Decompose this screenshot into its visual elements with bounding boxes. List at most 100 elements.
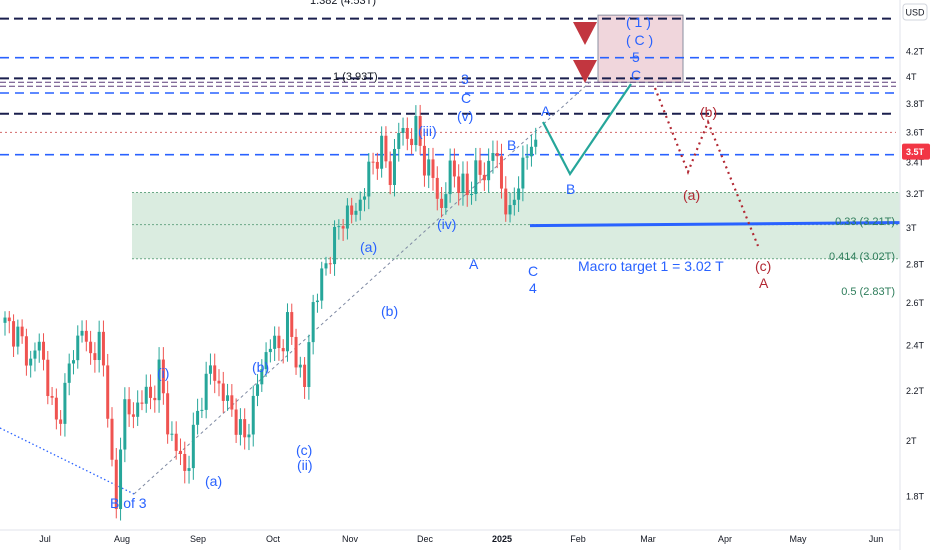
candle-body-114 [491, 153, 495, 161]
wave-label-20: ( C ) [626, 32, 653, 48]
y-tick-1: 1.8T [906, 491, 925, 501]
candle-body-37 [161, 359, 165, 394]
sell-marker-lower [573, 60, 597, 83]
wave-label-1: (a) [205, 473, 222, 489]
candle-body-0 [3, 317, 7, 323]
wave-label-13: A [469, 256, 479, 272]
candle-body-81 [350, 205, 354, 215]
candle-body-85 [367, 161, 371, 197]
candle-body-83 [358, 199, 362, 211]
projection-paths [542, 83, 760, 247]
candle-body-62 [268, 348, 272, 353]
candle-body-51 [221, 383, 225, 401]
candle-body-123 [529, 146, 533, 157]
candle-body-16 [71, 360, 75, 364]
candle-body-116 [499, 156, 503, 189]
candle-body-53 [230, 395, 234, 410]
wave-label-9: (iv) [437, 216, 456, 232]
candle-body-73 [315, 300, 319, 303]
current-price-label: 3.5T [906, 147, 925, 157]
fib-label-1: 0.414 (3.02T) [829, 251, 895, 263]
candle-body-4 [20, 326, 24, 337]
candle-body-76 [328, 263, 332, 265]
candle-body-48 [208, 365, 212, 374]
candle-body-20 [89, 341, 93, 354]
wave-label-0: B of 3 [110, 495, 147, 511]
candle-body-98 [422, 145, 426, 176]
candle-body-102 [440, 198, 444, 208]
candle-body-63 [273, 335, 277, 349]
candle-body-108 [465, 173, 469, 196]
candle-body-99 [427, 159, 431, 176]
candle-body-21 [93, 353, 97, 361]
candle-body-105 [452, 160, 456, 177]
x-tick-0: Jul [39, 534, 51, 544]
wave-label-18: B [566, 181, 575, 197]
x-tick-8: Mar [640, 534, 656, 544]
candle-body-40 [174, 433, 178, 451]
candle-body-78 [337, 226, 341, 228]
candle-body-35 [153, 397, 157, 401]
wave-label-15: C [528, 263, 538, 279]
y-tick-4: 2.4T [906, 340, 925, 350]
x-tick-11: Jun [869, 534, 884, 544]
target-box [597, 14, 684, 83]
candle-body-110 [474, 160, 478, 194]
x-tick-1: Aug [114, 534, 130, 544]
projection-red-path [653, 87, 760, 247]
candle-body-100 [431, 159, 435, 178]
candle-body-55 [238, 419, 242, 435]
candle-body-60 [260, 369, 264, 385]
candle-body-72 [311, 302, 315, 343]
candle-body-54 [234, 409, 238, 435]
x-tick-2: Sep [190, 534, 206, 544]
candle-body-101 [435, 177, 439, 199]
wave-label-11: 3 [461, 71, 469, 87]
fib-top-label-0: 1.382 (4.53T) [310, 0, 376, 7]
candle-body-71 [307, 342, 311, 387]
candle-body-41 [178, 450, 182, 454]
candle-body-8 [37, 341, 41, 351]
candle-body-9 [42, 341, 46, 360]
wave-label-7: (b) [381, 303, 398, 319]
candle-body-24 [106, 365, 110, 419]
candle-body-52 [226, 395, 230, 401]
candle-body-121 [521, 157, 525, 189]
trend-lines [0, 81, 591, 495]
fib-top-label-1: 1 (3.93T) [333, 71, 378, 83]
candle-body-89 [384, 135, 388, 162]
candle-body-113 [487, 160, 491, 181]
trendline-lower [0, 427, 135, 495]
candle-body-33 [144, 386, 148, 404]
candle-body-115 [495, 153, 499, 157]
candle-body-49 [213, 365, 217, 381]
candle-body-74 [320, 268, 324, 301]
fib-label-2: 0.5 (2.83T) [841, 286, 895, 298]
candle-body-39 [170, 433, 174, 435]
candle-body-18 [80, 330, 84, 336]
candle-body-12 [54, 397, 58, 420]
target-zone-rect [597, 14, 684, 83]
candle-body-69 [298, 364, 302, 368]
candle-body-109 [470, 193, 474, 196]
y-tick-2: 2T [906, 436, 917, 446]
candle-body-56 [243, 419, 247, 438]
wave-label-12: C [461, 90, 471, 106]
candle-body-31 [136, 402, 140, 417]
macro-target-line: Macro target 1 = 3.02 T [529, 221, 901, 274]
candle-body-75 [324, 263, 328, 269]
candle-body-106 [457, 176, 461, 193]
y-tick-8: 3.2T [906, 189, 925, 199]
candle-body-44 [191, 424, 195, 469]
candle-body-27 [119, 449, 123, 510]
wave-label-21: 5 [632, 49, 640, 65]
candle-body-84 [363, 196, 367, 200]
wave-label-3: (b) [252, 359, 269, 375]
y-tick-11: 3.8T [906, 99, 925, 109]
horizontal-levels [0, 17, 896, 156]
candle-body-47 [204, 373, 208, 410]
y-tick-10: 3.6T [906, 127, 925, 137]
candle-body-57 [247, 434, 251, 438]
candle-body-112 [482, 174, 486, 181]
